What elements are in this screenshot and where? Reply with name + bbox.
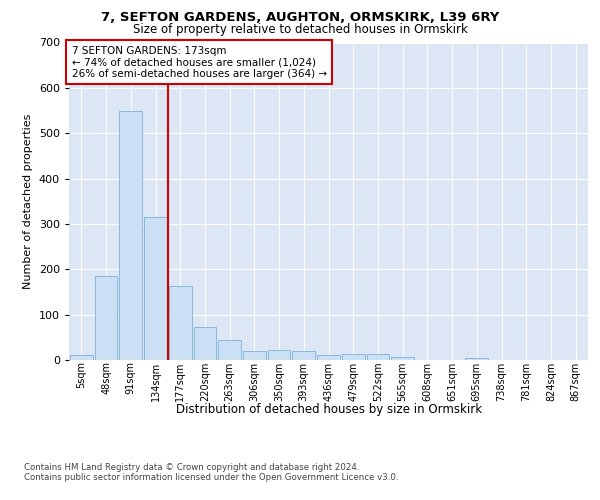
Bar [268,350,290,360]
Y-axis label: Number of detached properties: Number of detached properties [23,114,33,289]
Bar [144,217,167,360]
Bar [292,351,315,360]
Bar [194,327,216,360]
Bar [243,351,266,360]
Text: Size of property relative to detached houses in Ormskirk: Size of property relative to detached ho… [133,22,467,36]
Bar [70,356,93,360]
Text: Contains HM Land Registry data © Crown copyright and database right 2024.: Contains HM Land Registry data © Crown c… [24,462,359,471]
Text: Distribution of detached houses by size in Ormskirk: Distribution of detached houses by size … [176,402,482,415]
Bar [466,358,488,360]
Text: 7, SEFTON GARDENS, AUGHTON, ORMSKIRK, L39 6RY: 7, SEFTON GARDENS, AUGHTON, ORMSKIRK, L3… [101,11,499,24]
Bar [218,340,241,360]
Bar [391,357,414,360]
Bar [169,286,191,360]
Bar [95,276,118,360]
Text: Contains public sector information licensed under the Open Government Licence v3: Contains public sector information licen… [24,474,398,482]
Bar [342,354,365,360]
Bar [367,354,389,360]
Bar [317,354,340,360]
Bar [119,112,142,360]
Text: 7 SEFTON GARDENS: 173sqm
← 74% of detached houses are smaller (1,024)
26% of sem: 7 SEFTON GARDENS: 173sqm ← 74% of detach… [71,46,327,79]
